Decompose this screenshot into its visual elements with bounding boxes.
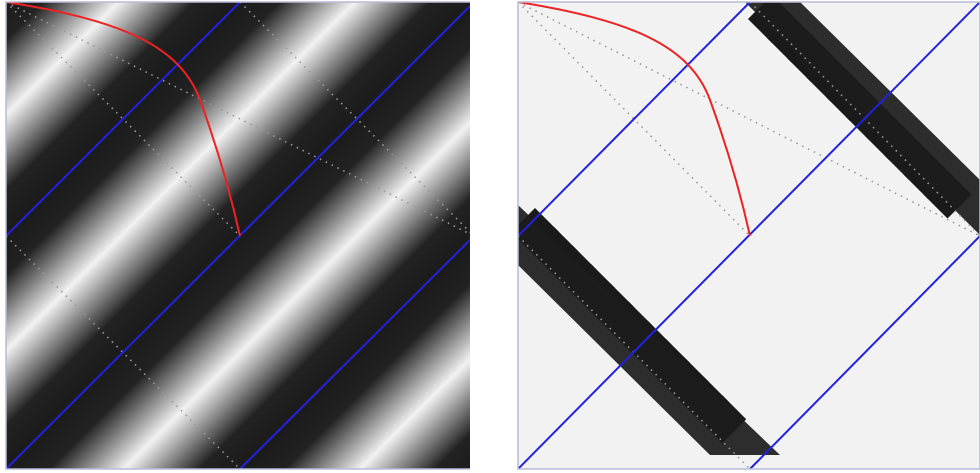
right-blue-line-1	[518, 2, 751, 237]
right-dark-band-bottom-left	[518, 205, 780, 455]
right-red-curve	[518, 2, 751, 237]
left-frame	[5, 1, 470, 470]
left-panel-canvas	[5, 1, 470, 470]
right-panel	[510, 0, 980, 473]
left-panel	[0, 0, 470, 473]
left-dotted-line-1	[6, 2, 470, 235]
right-dotted-line-2	[749, 2, 980, 237]
left-blue-line-1	[6, 2, 241, 237]
right-dark-band-top-right	[745, 2, 980, 235]
right-frame	[517, 1, 980, 470]
left-blue-line-3	[239, 238, 470, 469]
right-dotted-line-3	[518, 235, 751, 469]
left-red-curve	[6, 2, 241, 237]
right-blue-line-3	[749, 235, 980, 469]
right-panel-canvas	[517, 1, 980, 470]
